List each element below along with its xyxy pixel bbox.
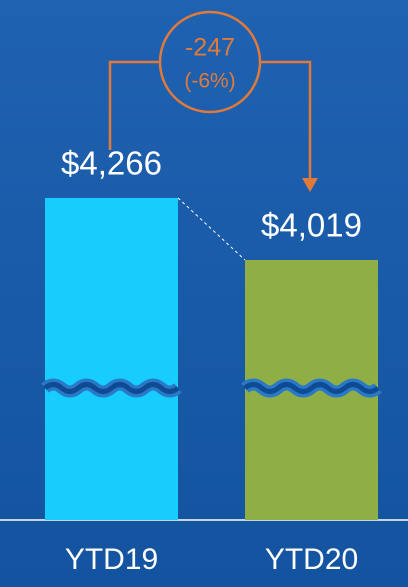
bracket — [108, 60, 312, 180]
percent-label: (-6%) — [184, 70, 235, 93]
axis-break — [243, 382, 380, 394]
difference-circle — [158, 10, 262, 114]
x-tick-label: YTD19 — [65, 543, 158, 576]
x-tick-label: YTD20 — [265, 543, 358, 576]
arrow-head — [302, 178, 318, 192]
value-label: $4,019 — [261, 207, 362, 244]
bar — [45, 198, 178, 520]
difference-label: -247 — [185, 34, 235, 62]
axis-break — [43, 382, 180, 394]
value-label: $4,266 — [61, 145, 162, 182]
